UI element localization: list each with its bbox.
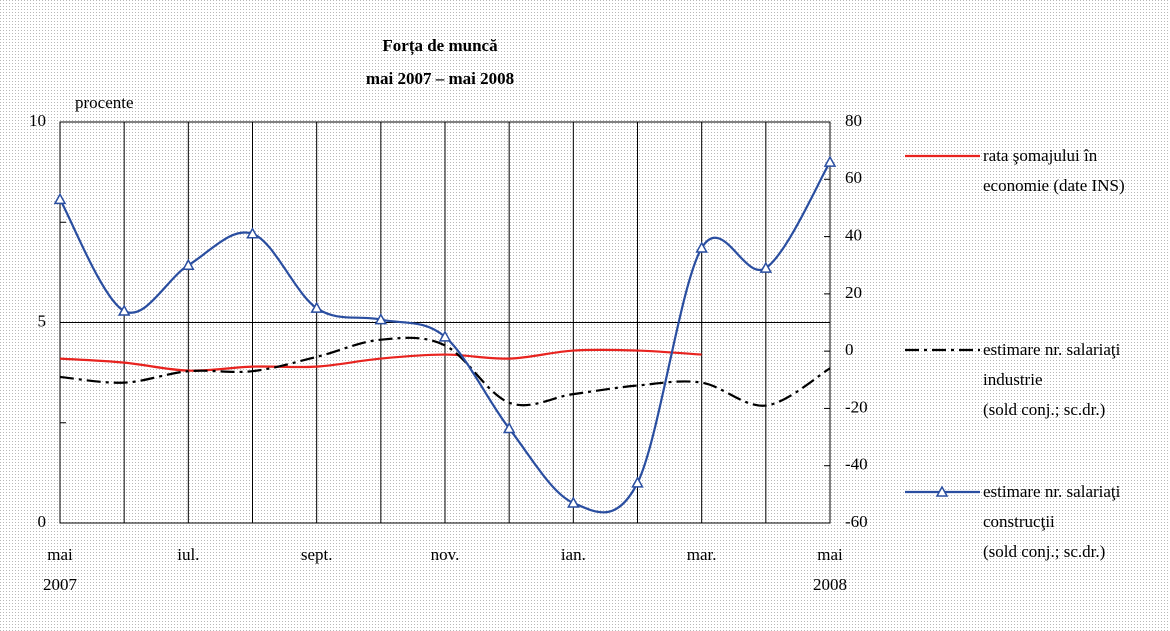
x-tick-label: nov. [430, 545, 460, 564]
y2-tick-label: -60 [845, 512, 868, 531]
marker [374, 313, 388, 325]
legend-label: estimare nr. salariaţi construcţii (sold… [983, 482, 1121, 561]
x-tick-label: mar. [686, 545, 717, 564]
chart-subtitle: mai 2007 – mai 2008 [366, 69, 514, 88]
y2-tick-label: 80 [845, 111, 862, 130]
x-tick-label: ian. [560, 545, 586, 564]
marker [631, 476, 644, 488]
marker [823, 155, 837, 167]
x-tick-label: mai 2007 [43, 545, 77, 594]
legend-label: rata şomajului în economie (date INS) [983, 146, 1125, 195]
x-tick-label: mai 2008 [813, 545, 847, 594]
y2-tick-label: 40 [845, 225, 862, 244]
marker [502, 421, 516, 434]
marker [759, 261, 773, 273]
chart-title: Forța de muncă [382, 36, 498, 56]
y-tick-label: 10 [29, 111, 46, 130]
series-line [59, 336, 831, 407]
marker [438, 330, 452, 342]
marker [567, 496, 580, 508]
marker [310, 301, 323, 313]
x-tick-label: sept. [300, 545, 333, 564]
y2-tick-label: -20 [845, 397, 868, 416]
legend-label: estimare nr. salariaţi industrie (sold c… [983, 340, 1121, 419]
marker [117, 304, 131, 316]
series-line [59, 348, 702, 372]
legend-marker [935, 485, 949, 497]
marker [246, 227, 259, 239]
marker [182, 258, 195, 270]
y2-tick-label: -40 [845, 455, 868, 474]
y2-tick-label: 60 [845, 168, 862, 187]
marker [53, 192, 67, 205]
y-axis-label: procente [75, 93, 134, 112]
plot-frame [59, 121, 831, 524]
marker [695, 241, 708, 253]
y-tick-label: 0 [38, 512, 47, 531]
x-tick-label: iul. [177, 545, 200, 564]
y2-tick-label: 20 [845, 283, 862, 302]
y2-tick-label: 0 [845, 340, 854, 359]
y-tick-label: 5 [38, 311, 47, 330]
